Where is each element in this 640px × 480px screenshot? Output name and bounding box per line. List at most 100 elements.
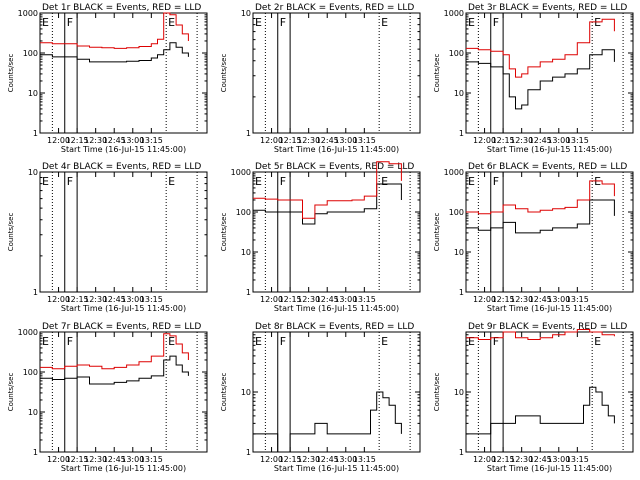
series-line-2	[466, 18, 615, 78]
series-line-2	[466, 329, 615, 340]
x-tick-label: 12:15	[66, 136, 89, 145]
chart-title: Det 7r BLACK = Events, RED = LLD	[42, 322, 201, 332]
chart-panel-5: Det 5r BLACK = Events, RED = LLD Counts/s…	[220, 161, 421, 313]
chart-panel-1: Det 1r BLACK = Events, RED = LLD Counts/s…	[7, 3, 208, 154]
y-tick-label: 1000	[231, 168, 251, 177]
y-axis-label: Counts/sec	[220, 373, 228, 412]
chart-panel-8: Det 8r BLACK = Events, RED = LLD Counts/s…	[220, 322, 421, 473]
x-tick-label: 12:15	[492, 136, 515, 145]
y-tick-label: 1	[246, 129, 251, 138]
event-marker-label: F	[493, 16, 499, 29]
event-marker-label: E	[168, 175, 175, 188]
event-marker-label: E	[42, 175, 49, 188]
chart-title: Det 5r BLACK = Events, RED = LLD	[255, 162, 414, 172]
event-marker-label: E	[594, 16, 601, 29]
series-line-2	[40, 12, 189, 49]
event-marker-label: F	[280, 16, 286, 29]
x-tick-label: 13:15	[353, 295, 376, 304]
x-tick-label: 12:00	[260, 136, 283, 145]
x-tick-label: 12:45	[529, 295, 552, 304]
x-tick-label: 13:00	[121, 455, 144, 464]
chart-panel-9: Det 9r BLACK = Events, RED = LLD Counts/s…	[433, 322, 634, 473]
event-marker-label: E	[468, 175, 475, 188]
x-tick-label: 13:15	[353, 455, 376, 464]
x-tick-label: 12:45	[316, 455, 339, 464]
x-tick-label: 12:45	[529, 455, 552, 464]
x-tick-label: 12:00	[47, 136, 70, 145]
x-tick-label: 12:00	[473, 455, 496, 464]
x-tick-label: 13:00	[547, 136, 570, 145]
x-tick-label: 13:00	[334, 295, 357, 304]
plot-frame	[252, 171, 421, 293]
x-tick-label: 12:45	[316, 136, 339, 145]
event-marker-label: E	[594, 335, 601, 348]
x-tick-label: 12:15	[66, 455, 89, 464]
event-marker-label: F	[67, 16, 73, 29]
event-marker-label: F	[67, 335, 73, 348]
series-line-1	[466, 199, 615, 234]
x-tick-label: 12:45	[103, 455, 126, 464]
y-tick-label: 1	[246, 448, 251, 457]
x-tick-label: 12:30	[510, 136, 533, 145]
y-tick-label: 1	[33, 448, 38, 457]
event-marker-label: E	[468, 16, 475, 29]
event-marker-label: E	[381, 175, 388, 188]
y-tick-label: 10	[28, 89, 38, 98]
y-axis-label: Counts/sec	[7, 54, 15, 93]
y-tick-label: 10	[454, 248, 464, 257]
event-marker-label: E	[468, 335, 475, 348]
event-marker-label: F	[493, 175, 499, 188]
chart-panel-2: Det 2r BLACK = Events, RED = LLD Counts/s…	[220, 3, 421, 154]
x-tick-label: 12:45	[529, 136, 552, 145]
series-line-1	[466, 49, 615, 110]
x-tick-label: 12:30	[297, 136, 320, 145]
x-tick-label: 12:45	[316, 295, 339, 304]
y-tick-label: 10	[454, 89, 464, 98]
y-tick-label: 1000	[444, 9, 464, 18]
event-marker-label: F	[280, 335, 286, 348]
y-tick-label: 10	[241, 248, 251, 257]
y-tick-label: 100	[23, 49, 38, 58]
y-tick-label: 100	[23, 368, 38, 377]
x-tick-label: 13:15	[140, 455, 163, 464]
event-marker-label: E	[42, 335, 49, 348]
series-line-1	[253, 391, 402, 453]
x-tick-label: 13:15	[566, 455, 589, 464]
y-axis-label: Counts/sec	[433, 54, 441, 93]
x-tick-label: 12:30	[510, 295, 533, 304]
chart-panel-4: Det 4r BLACK = Events, RED = LLD Counts/s…	[7, 162, 208, 313]
x-tick-label: 12:15	[492, 455, 515, 464]
x-tick-label: 13:15	[140, 295, 163, 304]
x-tick-label: 12:45	[103, 136, 126, 145]
y-axis-label: Counts/sec	[220, 213, 228, 252]
y-tick-label: 1000	[444, 168, 464, 177]
y-tick-label: 1000	[18, 328, 38, 337]
y-tick-label: 1000	[18, 9, 38, 18]
series-line-1	[466, 386, 615, 435]
x-tick-label: 12:30	[297, 295, 320, 304]
y-tick-label: 1	[33, 129, 38, 138]
x-tick-label: 13:00	[547, 295, 570, 304]
series-line-2	[40, 333, 189, 370]
x-axis-label: Start Time (16-Jul-15 11:45:00)	[274, 304, 399, 313]
x-tick-label: 12:00	[260, 455, 283, 464]
plot-frame	[252, 12, 421, 134]
series-line-1	[40, 42, 189, 63]
y-tick-label: 1	[459, 129, 464, 138]
x-tick-label: 12:15	[279, 455, 302, 464]
chart-title: Det 6r BLACK = Events, RED = LLD	[468, 162, 627, 172]
series-line-2	[466, 180, 615, 215]
x-tick-label: 12:15	[279, 136, 302, 145]
x-tick-label: 13:15	[566, 295, 589, 304]
x-tick-label: 12:30	[84, 455, 107, 464]
x-tick-label: 12:00	[47, 295, 70, 304]
event-marker-label: E	[255, 175, 262, 188]
event-marker-label: E	[594, 175, 601, 188]
chart-title: Det 1r BLACK = Events, RED = LLD	[42, 3, 201, 13]
x-axis-label: Start Time (16-Jul-15 11:45:00)	[61, 145, 186, 154]
x-tick-label: 13:00	[547, 455, 570, 464]
event-marker-label: F	[67, 175, 73, 188]
event-marker-label: E	[255, 335, 262, 348]
x-tick-label: 13:00	[121, 295, 144, 304]
